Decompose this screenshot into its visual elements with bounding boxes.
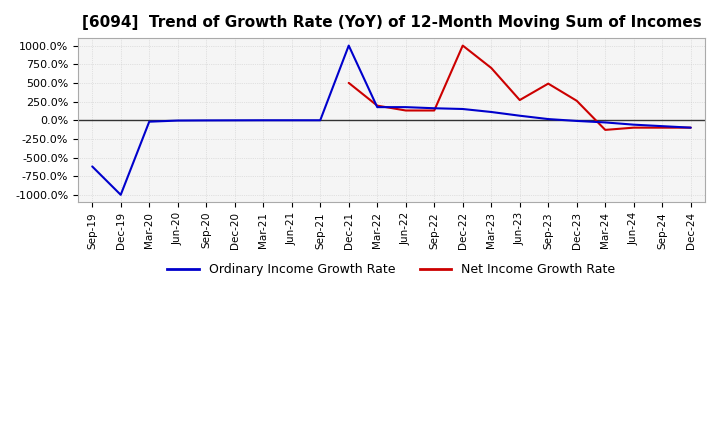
Legend: Ordinary Income Growth Rate, Net Income Growth Rate: Ordinary Income Growth Rate, Net Income … — [163, 258, 621, 282]
Title: [6094]  Trend of Growth Rate (YoY) of 12-Month Moving Sum of Incomes: [6094] Trend of Growth Rate (YoY) of 12-… — [81, 15, 701, 30]
